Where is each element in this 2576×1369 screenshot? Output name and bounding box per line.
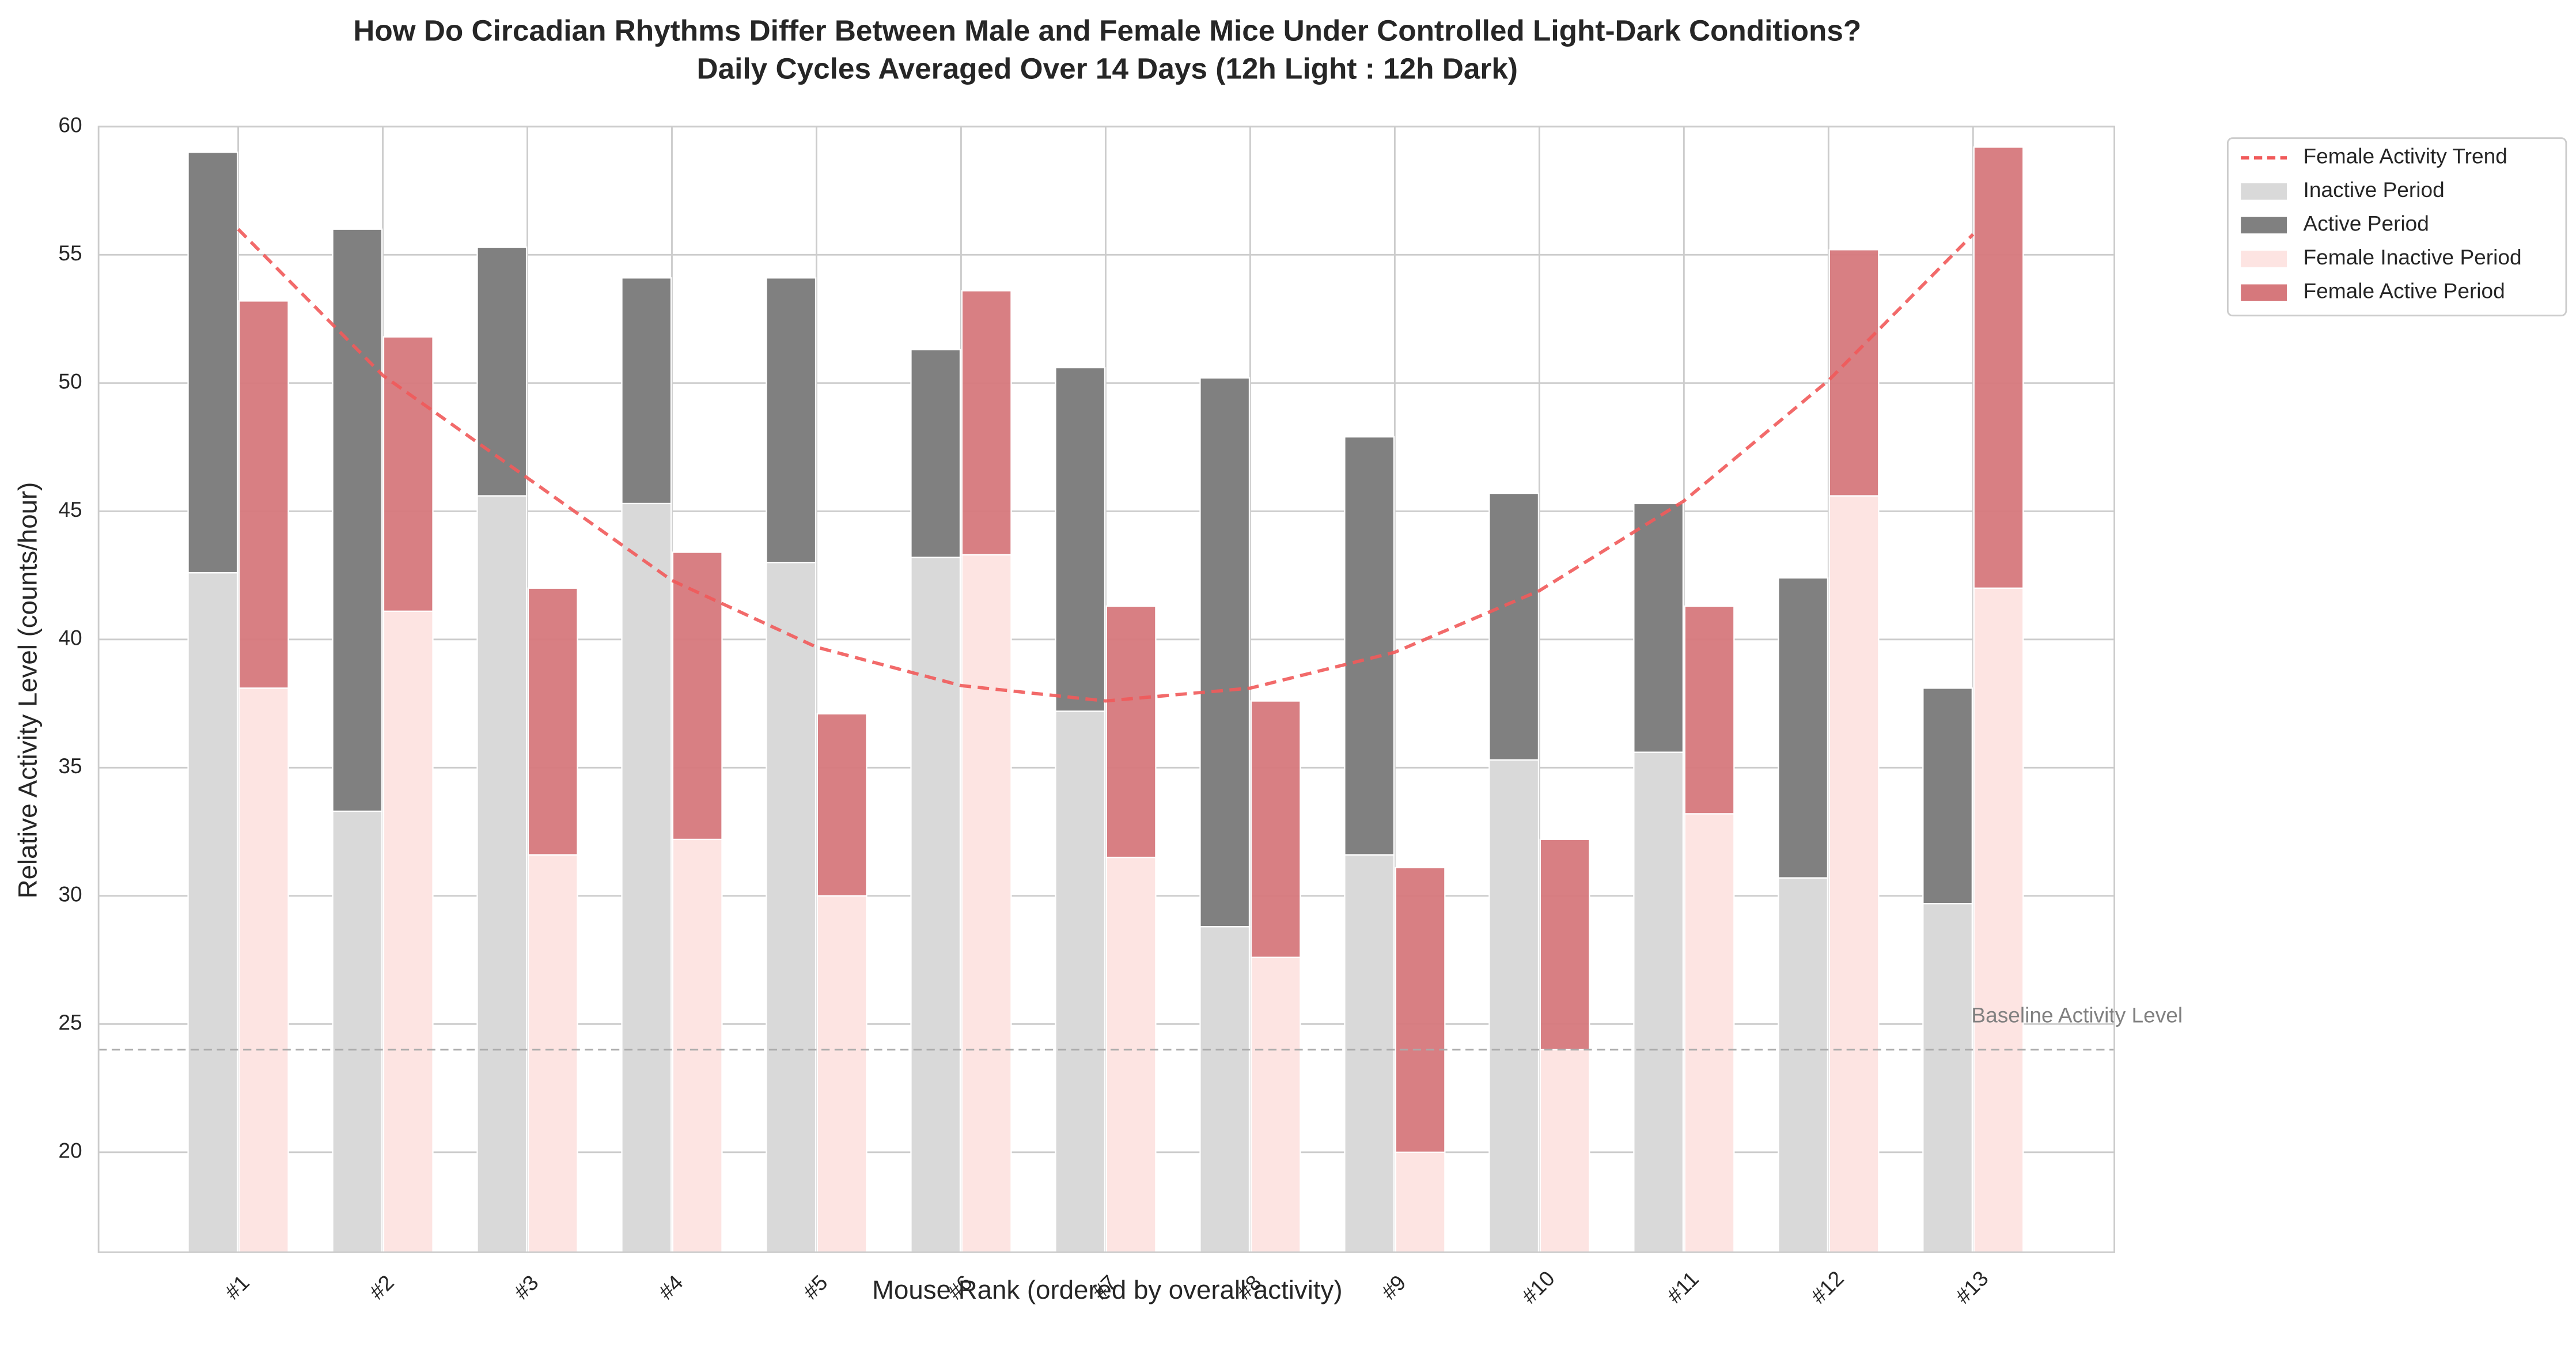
chart-subtitle: Daily Cycles Averaged Over 14 Days (12h …	[697, 52, 1518, 85]
bar-segment	[1105, 605, 1157, 859]
bar-segment	[1199, 926, 1251, 1253]
y-tick-label: 20	[58, 1139, 82, 1163]
bar-segment	[766, 562, 817, 1253]
bar-segment	[332, 228, 383, 812]
chart-title: How Do Circadian Rhythms Differ Between …	[353, 14, 1861, 47]
baseline-label: Baseline Activity Level	[1971, 1003, 2183, 1027]
bar-segment	[527, 854, 578, 1253]
bar-segment	[1633, 502, 1684, 753]
x-tick-label: #1	[220, 1270, 254, 1304]
x-tick-label: #5	[798, 1270, 832, 1304]
y-tick-label: 25	[58, 1010, 82, 1034]
x-tick-label: #12	[1806, 1266, 1848, 1308]
x-tick-label: #3	[509, 1270, 543, 1304]
y-tick-label: 45	[58, 497, 82, 521]
x-tick-label: #10	[1517, 1266, 1559, 1308]
bar-segment	[332, 810, 383, 1253]
x-tick-label: #9	[1377, 1270, 1411, 1304]
x-tick-label: #13	[1950, 1266, 1992, 1308]
bar-segment	[527, 587, 578, 856]
bar-segment	[1055, 710, 1106, 1253]
bar-segment	[672, 838, 723, 1253]
bar-segment	[1539, 1049, 1590, 1253]
bar-segment	[1684, 813, 1735, 1253]
bar-segment	[1105, 856, 1157, 1253]
bar-segment	[1922, 903, 1973, 1253]
legend-label: Female Active Period	[2304, 279, 2505, 303]
legend-swatch	[2241, 217, 2287, 234]
y-axis-label: Relative Activity Level (counts/hour)	[13, 482, 42, 899]
bar-segment	[187, 152, 238, 574]
bar-segment	[816, 895, 867, 1253]
legend-swatch	[2241, 251, 2287, 267]
legend-box	[2226, 137, 2567, 317]
bar-segment	[1488, 759, 1540, 1253]
y-tick-label: 35	[58, 754, 82, 778]
legend-swatch	[2241, 183, 2287, 200]
bar-segment	[382, 336, 434, 612]
legend-swatch	[2241, 284, 2287, 301]
y-tick-label: 60	[58, 113, 82, 137]
bar-segment	[1778, 877, 1829, 1253]
bar-segment	[476, 246, 528, 497]
bar-segment	[621, 502, 672, 1253]
y-tick-label: 40	[58, 626, 82, 650]
bar-segment	[1344, 436, 1395, 856]
bar-segment	[1344, 854, 1395, 1253]
bar-segment	[1973, 587, 2024, 1253]
bar-segment	[1250, 956, 1301, 1253]
bar-segment	[1828, 495, 1880, 1253]
bar-segment	[1633, 751, 1684, 1253]
bar-segment	[1250, 700, 1301, 958]
bar-segment	[1539, 838, 1590, 1050]
bar-segment	[1922, 687, 1973, 905]
x-tick-label: #2	[365, 1270, 399, 1304]
plot-frame	[97, 126, 2116, 1253]
x-axis-label: Mouse Rank (ordered by overall activity)	[872, 1275, 1343, 1304]
y-tick-label: 50	[58, 369, 82, 394]
bar-segment	[1395, 867, 1446, 1153]
legend-label: Active Period	[2304, 211, 2429, 236]
trend-line	[237, 228, 1975, 703]
bar-segment	[1395, 1151, 1446, 1253]
bar-segment	[187, 572, 238, 1253]
bar-segment	[476, 495, 528, 1253]
bar-segment	[961, 554, 1012, 1253]
bar-segment	[672, 551, 723, 841]
bar-segment	[1973, 146, 2024, 589]
legend-label: Female Inactive Period	[2304, 245, 2522, 269]
bar-segment	[382, 610, 434, 1253]
legend-label: Inactive Period	[2304, 177, 2445, 202]
bar-segment	[1488, 492, 1540, 761]
bar-segment	[1778, 577, 1829, 879]
x-tick-label: #4	[654, 1270, 688, 1304]
bar-segment	[910, 349, 961, 558]
bar-segment	[238, 300, 289, 689]
bar-segment	[1684, 605, 1735, 815]
bar-segment	[816, 713, 867, 897]
bar-segment	[910, 557, 961, 1253]
bar-segment	[621, 277, 672, 505]
bar-segment	[238, 687, 289, 1253]
bar-segment	[1199, 377, 1251, 928]
bar-segment	[766, 277, 817, 564]
x-tick-label: #11	[1662, 1266, 1703, 1307]
legend-label: Female Activity Trend	[2304, 144, 2507, 168]
bar-segment	[961, 290, 1012, 556]
bar-segment	[1055, 366, 1106, 712]
y-tick-label: 30	[58, 882, 82, 906]
y-tick-label: 55	[58, 241, 82, 265]
